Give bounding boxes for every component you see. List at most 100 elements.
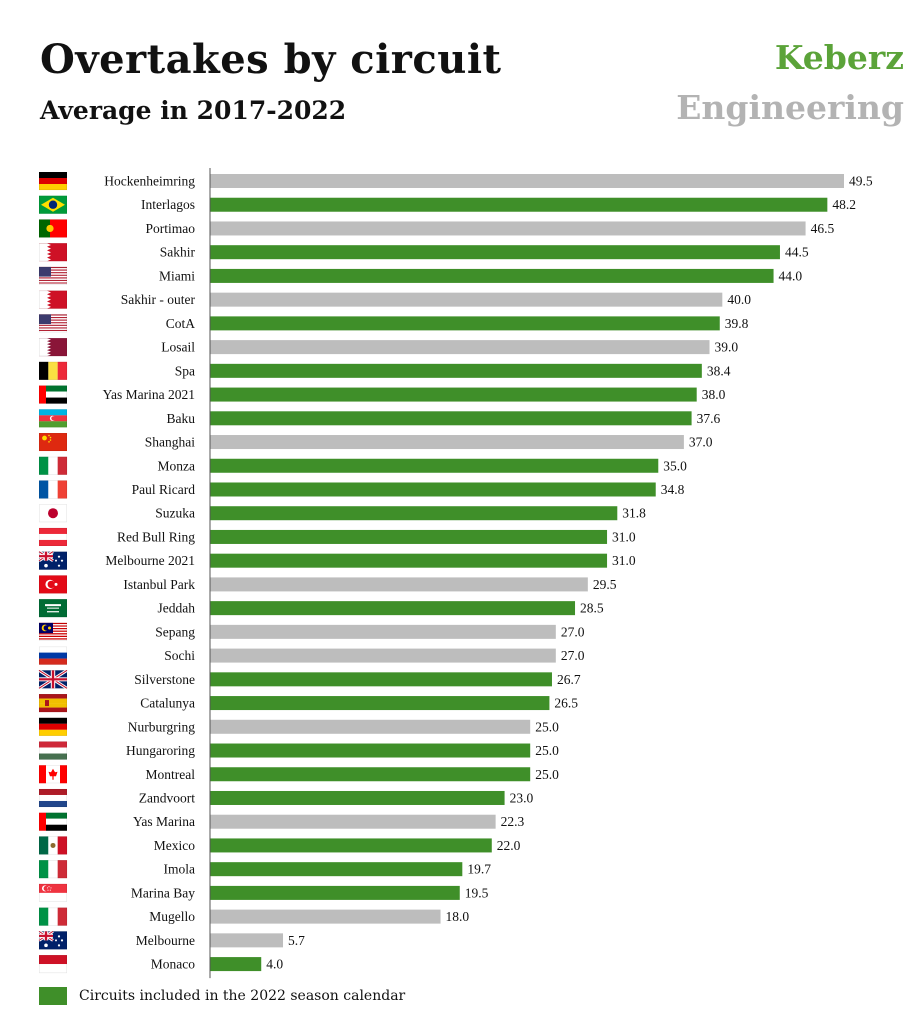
portugal-flag bbox=[39, 219, 67, 238]
bar bbox=[210, 268, 774, 283]
value-label: 27.0 bbox=[561, 648, 585, 663]
category-label: Losail bbox=[161, 340, 195, 355]
hungary-flag bbox=[39, 741, 67, 760]
value-label: 29.5 bbox=[593, 577, 617, 592]
category-label: Spa bbox=[175, 363, 195, 378]
bar bbox=[210, 387, 697, 402]
uk-flag bbox=[38, 669, 68, 690]
chart-subtitle: Average in 2017-2022 bbox=[40, 96, 347, 125]
bar bbox=[210, 174, 844, 188]
value-label: 46.5 bbox=[811, 221, 835, 236]
bar bbox=[210, 909, 441, 924]
category-label: Paul Ricard bbox=[132, 482, 196, 497]
bar bbox=[210, 814, 496, 829]
bar bbox=[210, 529, 608, 544]
category-label: Nurburgring bbox=[128, 719, 195, 734]
value-label: 18.0 bbox=[446, 909, 470, 924]
value-label: 25.0 bbox=[535, 767, 559, 782]
value-label: 44.0 bbox=[779, 268, 803, 283]
category-label: Red Bull Ring bbox=[117, 529, 195, 544]
france-flag bbox=[39, 480, 68, 499]
category-label: Miami bbox=[159, 268, 195, 283]
bar bbox=[210, 696, 550, 711]
value-label: 22.3 bbox=[501, 814, 525, 829]
bar bbox=[210, 767, 531, 782]
category-label: Istanbul Park bbox=[123, 577, 195, 592]
value-label: 4.0 bbox=[266, 957, 283, 972]
bar bbox=[210, 411, 692, 426]
category-label: Monza bbox=[158, 458, 196, 473]
category-label: Mugello bbox=[149, 909, 195, 924]
legend: Circuits included in the 2022 season cal… bbox=[39, 986, 405, 1006]
legend-label: Circuits included in the 2022 season cal… bbox=[79, 988, 406, 1004]
bar bbox=[210, 790, 505, 805]
category-label: Jeddah bbox=[158, 601, 196, 616]
bahrain-flag bbox=[39, 290, 67, 309]
brand-name-line1: Keberz bbox=[774, 38, 904, 77]
category-label: Silverstone bbox=[134, 672, 195, 687]
bar bbox=[210, 838, 492, 853]
value-label: 28.5 bbox=[580, 601, 604, 616]
bar-chart: Hockenheimring 49.5 Interlagos 48.2 Portimao… bbox=[38, 168, 873, 979]
value-label: 37.6 bbox=[697, 411, 721, 426]
australia-flag bbox=[38, 930, 67, 950]
category-label: CotA bbox=[166, 316, 196, 331]
category-label: Montreal bbox=[146, 767, 196, 782]
value-label: 48.2 bbox=[832, 197, 856, 212]
monaco-flag bbox=[39, 955, 67, 974]
bar bbox=[210, 363, 702, 378]
canada-flag bbox=[39, 765, 67, 784]
bar bbox=[210, 292, 723, 307]
bar bbox=[210, 601, 576, 616]
bahrain-flag bbox=[39, 243, 67, 262]
bar bbox=[210, 340, 710, 355]
bar bbox=[210, 553, 608, 568]
bar bbox=[210, 577, 588, 592]
china-flag bbox=[39, 433, 67, 452]
russia-flag bbox=[39, 646, 67, 665]
category-label: Interlagos bbox=[141, 197, 195, 212]
category-label: Imola bbox=[164, 862, 196, 877]
bar bbox=[210, 245, 780, 260]
germany-flag bbox=[39, 172, 67, 191]
bar bbox=[210, 648, 556, 663]
brazil-flag bbox=[39, 195, 67, 214]
category-label: Marina Bay bbox=[131, 885, 195, 900]
chart-title: Overtakes by circuit bbox=[40, 36, 502, 83]
bar bbox=[210, 719, 531, 734]
turkey-flag bbox=[39, 575, 67, 594]
usa-flag bbox=[39, 266, 67, 285]
value-label: 27.0 bbox=[561, 624, 585, 639]
category-label: Mexico bbox=[154, 838, 195, 853]
value-label: 40.0 bbox=[727, 292, 751, 307]
category-label: Catalunya bbox=[140, 696, 195, 711]
value-label: 35.0 bbox=[663, 458, 687, 473]
value-label: 23.0 bbox=[510, 790, 534, 805]
category-label: Sepang bbox=[155, 624, 195, 639]
bar bbox=[210, 672, 552, 687]
value-label: 22.0 bbox=[497, 838, 521, 853]
uae-flag bbox=[39, 812, 67, 831]
value-label: 38.0 bbox=[702, 387, 726, 402]
mexico-flag bbox=[39, 836, 68, 855]
usa-flag bbox=[39, 314, 67, 333]
category-label: Sochi bbox=[164, 648, 195, 663]
bar bbox=[210, 933, 284, 948]
category-label: Shanghai bbox=[145, 435, 195, 450]
bar bbox=[210, 482, 656, 497]
value-label: 5.7 bbox=[288, 933, 305, 948]
germany-flag bbox=[39, 717, 67, 736]
japan-flag bbox=[39, 504, 67, 523]
netherlands-flag bbox=[39, 788, 67, 808]
brand-name-line2: Engineering bbox=[676, 88, 904, 127]
qatar-flag bbox=[39, 338, 67, 357]
category-label: Sakhir bbox=[160, 245, 196, 260]
category-label: Yas Marina bbox=[133, 814, 195, 829]
italy-flag bbox=[39, 907, 68, 926]
value-label: 25.0 bbox=[535, 719, 559, 734]
bar bbox=[210, 221, 806, 236]
austria-flag bbox=[39, 527, 67, 546]
value-label: 26.5 bbox=[554, 696, 578, 711]
category-label: Portimao bbox=[146, 221, 196, 236]
malaysia-flag bbox=[39, 622, 67, 641]
